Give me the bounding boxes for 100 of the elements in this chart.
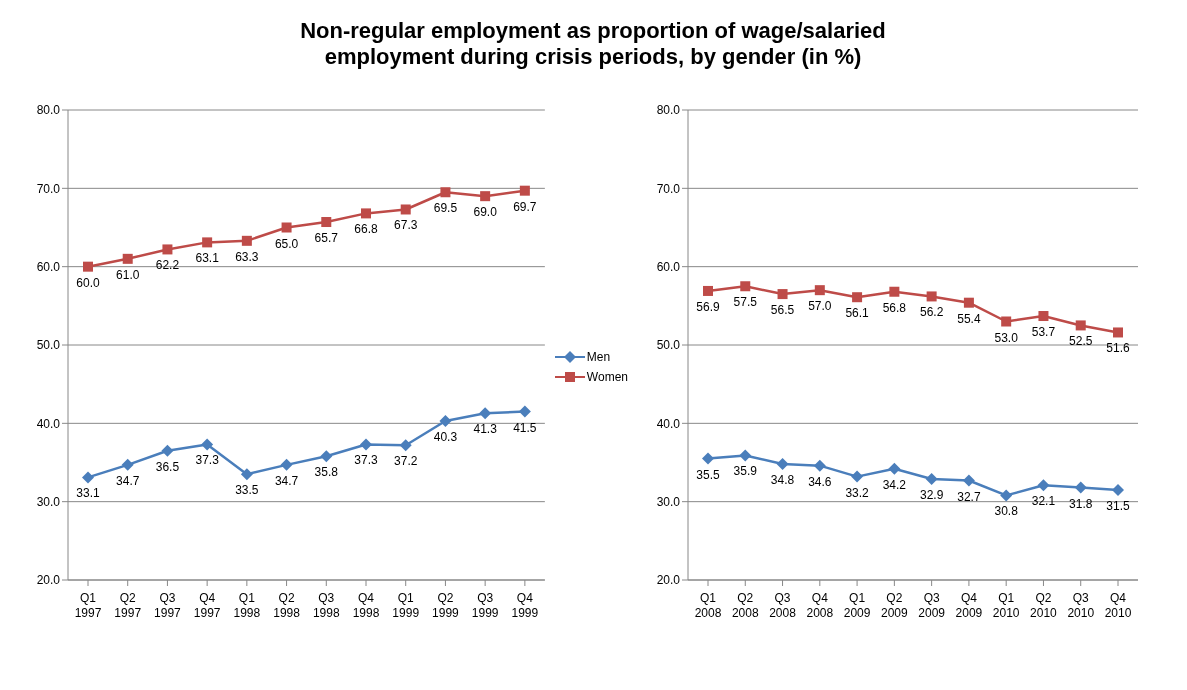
x-tick-label: Q2 1998 (273, 591, 301, 620)
data-label: 69.5 (433, 201, 458, 216)
text: Non-regular employment as proportion of wage/salaried employment during crisis periods, by gender (in %) (299, 18, 887, 70)
x-tick-label: Q4 1999 (511, 591, 539, 620)
point (813, 459, 826, 472)
data-label: 33.5 (235, 483, 259, 498)
data-label: 41.5 (513, 420, 537, 435)
data-label: 33.1 (76, 486, 100, 501)
y-tick-label: 50.0 (656, 338, 681, 353)
point (702, 452, 714, 465)
x-tick-label: Q3 1999 (471, 591, 499, 620)
point (777, 289, 788, 300)
data-label: 32.7 (957, 489, 981, 504)
point (925, 472, 938, 485)
x-tick-label: Q4 1998 (352, 591, 380, 620)
point (320, 450, 333, 463)
x-tick-label: Q2 1997 (114, 591, 142, 620)
y-tick-label: 30.0 (36, 494, 61, 509)
x-tick-label: Q1 2010 (992, 591, 1020, 620)
y-tick-label: 80.0 (36, 103, 61, 118)
point (400, 204, 411, 215)
data-label: 56.1 (845, 306, 870, 321)
data-label: 57.0 (808, 299, 832, 314)
legend-label: Men (586, 350, 611, 364)
data-label: 34.7 (116, 473, 140, 488)
x-tick-label: Q4 2008 (806, 591, 834, 620)
data-label: 41.3 (473, 422, 498, 437)
point (1001, 316, 1012, 327)
x-tick-label: Q2 2009 (881, 591, 909, 620)
data-label: 69.7 (513, 199, 537, 214)
point (201, 438, 214, 451)
data-label: 65.7 (314, 231, 339, 246)
point (1000, 489, 1013, 502)
data-label: 37.3 (195, 453, 220, 468)
data-label: 56.2 (919, 305, 944, 320)
x-tick-label: Q4 2010 (1104, 591, 1132, 620)
data-label: 56.9 (696, 299, 720, 314)
data-label: 66.8 (354, 222, 378, 237)
data-label: 60.0 (76, 275, 100, 290)
point (321, 217, 332, 228)
x-tick-label: Q1 1997 (74, 591, 102, 620)
data-label: 65.0 (274, 236, 299, 251)
data-label: 31.5 (1106, 498, 1130, 513)
data-label: 55.4 (957, 311, 981, 326)
x-tick-label: Q3 1997 (154, 591, 182, 620)
point (399, 439, 412, 452)
point (361, 208, 371, 219)
point (852, 292, 863, 303)
data-label: 34.2 (882, 477, 907, 492)
point (82, 471, 94, 484)
data-label: 63.1 (195, 251, 220, 266)
point (814, 285, 825, 296)
data-label: 34.8 (770, 473, 795, 488)
data-label: 62.2 (155, 258, 180, 273)
point (739, 449, 752, 462)
point (851, 470, 864, 483)
data-label: 53.7 (1031, 325, 1056, 340)
point (519, 185, 530, 196)
data-label: 35.8 (314, 465, 339, 480)
point (202, 237, 213, 248)
point (1112, 483, 1124, 496)
x-tick-label: Q2 2008 (731, 591, 759, 620)
data-label: 61.0 (116, 267, 140, 282)
data-label: 33.2 (845, 485, 870, 500)
legend-label: Women (586, 370, 628, 384)
data-label: 67.3 (394, 218, 418, 233)
data-label: 36.5 (155, 459, 180, 474)
point (703, 285, 713, 296)
x-tick-label: Q1 1998 (233, 591, 261, 620)
x-tick-label: Q2 2010 (1030, 591, 1058, 620)
y-tick-label: 60.0 (36, 259, 61, 274)
data-label: 37.3 (354, 453, 378, 468)
x-tick-label: Q2 1999 (432, 591, 460, 620)
x-tick-label: Q1 2008 (694, 591, 722, 620)
point (440, 187, 451, 198)
point (1038, 311, 1049, 322)
data-label: 35.9 (733, 464, 758, 479)
data-label: 40.3 (433, 429, 458, 444)
y-tick-label: 70.0 (36, 181, 61, 196)
data-label: 56.5 (770, 303, 795, 318)
x-tick-label: Q3 2009 (918, 591, 946, 620)
point (962, 474, 975, 487)
point (1113, 327, 1123, 338)
data-label: 57.5 (733, 295, 758, 310)
point (1075, 320, 1086, 331)
y-tick-label: 20.0 (656, 573, 681, 588)
point (1037, 479, 1050, 492)
data-label: 52.5 (1069, 334, 1093, 349)
data-label: 34.6 (808, 474, 832, 489)
point (480, 191, 491, 202)
data-label: 37.2 (394, 454, 418, 469)
data-label: 32.1 (1031, 494, 1056, 509)
data-label: 30.8 (994, 504, 1019, 519)
point (439, 414, 452, 427)
point (963, 297, 974, 308)
point (162, 244, 173, 255)
point (121, 458, 134, 471)
point (926, 291, 937, 302)
point (776, 458, 789, 471)
point (280, 458, 293, 471)
